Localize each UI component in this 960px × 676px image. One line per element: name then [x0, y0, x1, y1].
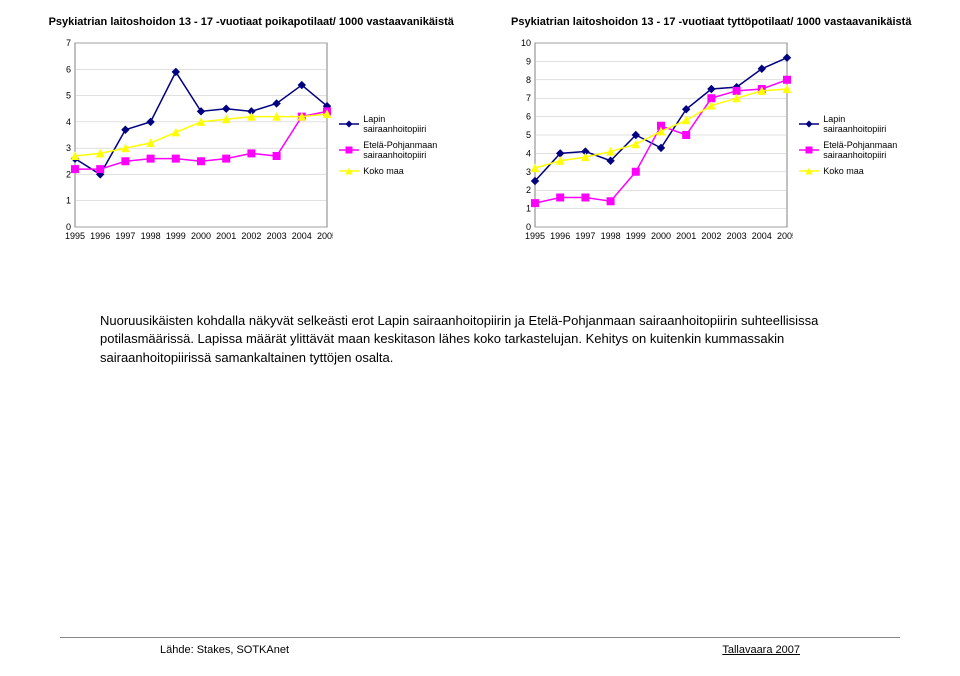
chart-left-block: Psykiatrian laitoshoidon 13 - 17 -vuotia… — [49, 15, 454, 252]
legend-label: Etelä-Pohjanmaan sairaanhoitopiiri — [363, 140, 449, 160]
chart-right-legend: Lapin sairaanhoitopiiri Etelä-Pohjanmaan … — [799, 108, 909, 182]
chart-left-legend: Lapin sairaanhoitopiiri Etelä-Pohjanmaan … — [339, 108, 449, 182]
legend-label: Lapin sairaanhoitopiiri — [363, 114, 449, 134]
svg-text:1: 1 — [526, 204, 531, 214]
legend-item: Koko maa — [339, 166, 449, 176]
svg-text:2002: 2002 — [242, 231, 262, 241]
chart-right-title: Psykiatrian laitoshoidon 13 - 17 -vuotia… — [511, 15, 911, 29]
legend-marker-icon — [799, 119, 819, 129]
legend-label: Lapin sairaanhoitopiiri — [823, 114, 909, 134]
legend-label: Koko maa — [823, 166, 864, 176]
chart-left-plot: 0123456719951996199719981999200020012002… — [53, 37, 333, 252]
legend-item: Koko maa — [799, 166, 909, 176]
svg-text:10: 10 — [521, 38, 531, 48]
svg-text:2002: 2002 — [702, 231, 722, 241]
legend-item: Etelä-Pohjanmaan sairaanhoitopiiri — [799, 140, 909, 160]
body-paragraph: Nuoruusikäisten kohdalla näkyvät selkeäs… — [100, 312, 860, 367]
svg-text:9: 9 — [526, 57, 531, 67]
legend-marker-icon — [339, 119, 359, 129]
svg-text:1998: 1998 — [601, 231, 621, 241]
svg-text:5: 5 — [66, 91, 71, 101]
svg-text:2004: 2004 — [292, 231, 312, 241]
svg-text:3: 3 — [66, 143, 71, 153]
svg-text:2003: 2003 — [267, 231, 287, 241]
svg-text:1998: 1998 — [141, 231, 161, 241]
legend-item: Lapin sairaanhoitopiiri — [339, 114, 449, 134]
svg-text:1995: 1995 — [525, 231, 545, 241]
chart-left-title: Psykiatrian laitoshoidon 13 - 17 -vuotia… — [49, 15, 454, 29]
svg-text:2004: 2004 — [752, 231, 772, 241]
legend-marker-icon — [799, 145, 819, 155]
svg-text:1996: 1996 — [550, 231, 570, 241]
svg-text:1999: 1999 — [166, 231, 186, 241]
svg-text:1997: 1997 — [116, 231, 136, 241]
svg-text:7: 7 — [526, 93, 531, 103]
legend-label: Koko maa — [363, 166, 404, 176]
footer: Lähde: Stakes, SOTKAnet Tallavaara 2007 — [60, 637, 900, 656]
svg-text:2: 2 — [526, 185, 531, 195]
svg-text:1997: 1997 — [576, 231, 596, 241]
charts-row: Psykiatrian laitoshoidon 13 - 17 -vuotia… — [0, 0, 960, 252]
chart-right-plot: 0123456789101995199619971998199920002001… — [513, 37, 793, 252]
svg-text:2000: 2000 — [651, 231, 671, 241]
svg-text:8: 8 — [526, 75, 531, 85]
svg-text:2005: 2005 — [777, 231, 793, 241]
chart-right-block: Psykiatrian laitoshoidon 13 - 17 -vuotia… — [511, 15, 911, 252]
legend-marker-icon — [339, 145, 359, 155]
legend-item: Etelä-Pohjanmaan sairaanhoitopiiri — [339, 140, 449, 160]
footer-source: Lähde: Stakes, SOTKAnet — [160, 644, 289, 656]
svg-text:2000: 2000 — [191, 231, 211, 241]
svg-text:1: 1 — [66, 196, 71, 206]
chart-right-body: 0123456789101995199619971998199920002001… — [513, 37, 909, 252]
svg-text:6: 6 — [526, 112, 531, 122]
svg-text:2: 2 — [66, 170, 71, 180]
legend-marker-icon — [799, 166, 819, 176]
chart-left-body: 0123456719951996199719981999200020012002… — [53, 37, 449, 252]
svg-text:4: 4 — [526, 149, 531, 159]
svg-text:7: 7 — [66, 38, 71, 48]
legend-marker-icon — [339, 166, 359, 176]
svg-text:4: 4 — [66, 117, 71, 127]
svg-text:6: 6 — [66, 65, 71, 75]
svg-text:1996: 1996 — [90, 231, 110, 241]
svg-text:5: 5 — [526, 130, 531, 140]
svg-text:3: 3 — [526, 167, 531, 177]
svg-text:2003: 2003 — [727, 231, 747, 241]
footer-author: Tallavaara 2007 — [722, 644, 800, 656]
svg-text:1995: 1995 — [65, 231, 85, 241]
svg-text:2001: 2001 — [676, 231, 696, 241]
svg-text:2001: 2001 — [216, 231, 236, 241]
svg-text:1999: 1999 — [626, 231, 646, 241]
legend-item: Lapin sairaanhoitopiiri — [799, 114, 909, 134]
svg-text:2005: 2005 — [317, 231, 333, 241]
legend-label: Etelä-Pohjanmaan sairaanhoitopiiri — [823, 140, 909, 160]
